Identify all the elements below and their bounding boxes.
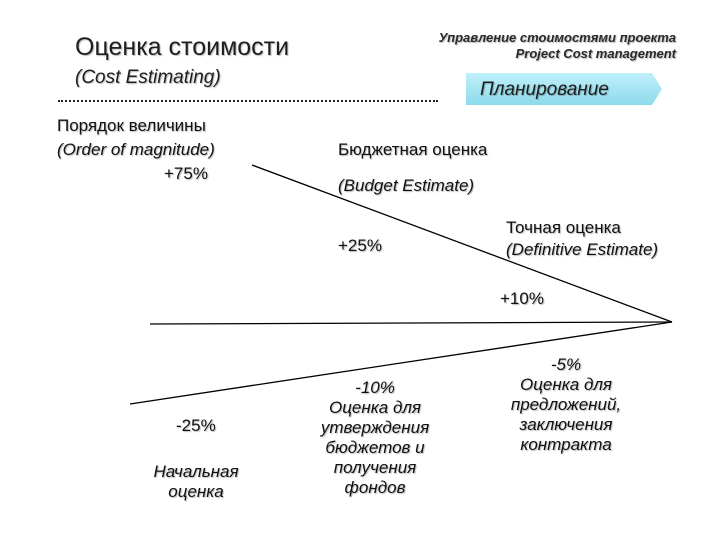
order-magnitude-upper: +75% (164, 164, 208, 183)
definitive-estimate-lower: -5% (550, 355, 582, 374)
header-en: Project Cost management (515, 46, 676, 61)
order-magnitude-title: Порядок величины (57, 116, 206, 135)
page-title: Оценка стоимости (75, 33, 290, 61)
caption-line: предложений, (510, 395, 622, 414)
header-ru: Управление стоимостями проекта (438, 30, 676, 45)
order-magnitude-subtitle: (Order of magnitude) (57, 140, 215, 159)
caption-line: Начальная (153, 462, 239, 481)
page-subtitle: (Cost Estimating) (75, 67, 221, 88)
caption-line: фондов (344, 478, 406, 497)
caption-line: контракта (520, 435, 612, 454)
funnel-lower-line (129, 321, 673, 405)
caption-line: утверждения (320, 418, 430, 437)
arrow-shape-icon (466, 73, 662, 105)
order-magnitude-lower: -25% (176, 416, 216, 435)
budget-estimate-subtitle: (Budget Estimate) (338, 176, 475, 195)
definitive-estimate-subtitle: (Definitive Estimate) (506, 240, 659, 259)
title-divider (58, 100, 438, 102)
caption-line: получения (333, 458, 417, 477)
definitive-estimate-title: Точная оценка (506, 218, 621, 237)
definitive-estimate-block: -5% Оценка для предложений, заключения к… (486, 355, 646, 455)
caption-line: Оценка для (519, 375, 613, 394)
funnel-upper-line (251, 164, 673, 323)
budget-estimate-upper: +25% (338, 236, 382, 255)
budget-estimate-block: -10% Оценка для утверждения бюджетов и п… (300, 378, 450, 498)
caption-line: бюджетов и (325, 438, 425, 457)
caption-line: заключения (519, 415, 613, 434)
budget-estimate-title: Бюджетная оценка (338, 140, 488, 159)
definitive-estimate-upper: +10% (500, 289, 544, 308)
caption-line: оценка (168, 482, 224, 501)
caption-line: Оценка для (328, 398, 422, 417)
phase-arrow: Планирование (466, 71, 664, 107)
order-magnitude-caption: Начальная оценка (135, 462, 257, 502)
funnel-baseline (149, 321, 673, 325)
budget-estimate-lower: -10% (355, 378, 395, 397)
phase-label: Планирование (480, 79, 609, 100)
